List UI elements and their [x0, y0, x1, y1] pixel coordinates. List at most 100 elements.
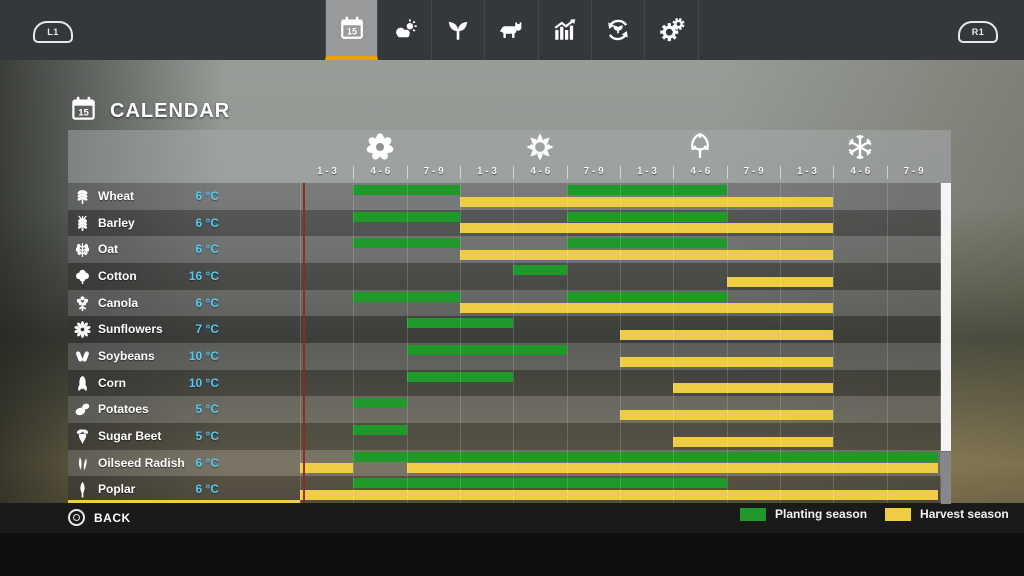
autumn-leaf-icon	[685, 132, 715, 162]
planting-season-swatch	[740, 507, 766, 521]
month-label: 1 - 3	[476, 166, 497, 177]
scrollbar-track[interactable]	[940, 183, 951, 505]
planting-bar	[353, 425, 407, 436]
left-shoulder-button[interactable]: L1	[33, 21, 73, 43]
back-button[interactable]: BACK	[68, 509, 131, 526]
tab-animals[interactable]	[485, 0, 539, 60]
grid-column-line	[353, 183, 355, 504]
crop-name: Corn	[98, 375, 126, 390]
nav-tabs: 15	[325, 0, 699, 60]
crop-temp: 6 °C	[195, 215, 219, 230]
planting-bar	[353, 478, 727, 489]
grid-column-line	[459, 183, 461, 504]
crop-temp: 6 °C	[195, 242, 219, 257]
month-tick-divider	[459, 166, 461, 179]
summer-sun-icon	[525, 132, 555, 162]
grid-column-line	[886, 183, 888, 504]
month-tick-divider	[353, 166, 355, 179]
crop-name: Wheat	[98, 189, 134, 203]
tab-statistics[interactable]	[539, 0, 592, 60]
month-label: 4 - 6	[690, 166, 711, 177]
harvest-bar	[406, 463, 938, 474]
planting-bar	[353, 211, 460, 222]
grid-column-line	[726, 183, 728, 504]
calendar-icon: 15	[70, 95, 97, 127]
month-label: 1 - 3	[796, 166, 817, 177]
planting-bar	[353, 398, 407, 409]
planting-bar	[353, 238, 460, 249]
chart-legend: Planting season Harvest season	[740, 507, 1024, 521]
planting-bar	[566, 238, 727, 249]
svg-text:15: 15	[78, 107, 89, 118]
scrollbar-thumb[interactable]	[940, 451, 951, 505]
circle-button-icon	[68, 509, 85, 526]
harvest-bar	[459, 223, 834, 234]
sprout-icon	[445, 17, 471, 43]
crop-name: Soybeans	[98, 349, 155, 364]
planting-bar	[406, 371, 514, 382]
harvest-bar	[726, 276, 834, 287]
harvest-bar	[300, 489, 938, 500]
spring-flower-icon	[365, 132, 395, 162]
tab-crops[interactable]	[432, 0, 486, 60]
harvest-bar	[459, 303, 834, 314]
month-tick-divider	[833, 166, 835, 179]
tab-settings[interactable]	[645, 0, 699, 60]
calendar-icon: 15	[339, 15, 365, 41]
page-title: CALENDAR	[110, 99, 231, 122]
crop-name: Oat	[98, 242, 119, 257]
potato-icon	[74, 401, 91, 418]
crop-temp: 7 °C	[195, 322, 219, 337]
crop-temp: 6 °C	[195, 189, 219, 203]
sugarbeet-icon	[74, 428, 91, 445]
harvest-season-swatch	[885, 507, 912, 521]
barley-icon	[74, 215, 91, 232]
month-tick-divider	[886, 166, 888, 179]
soybean-icon	[74, 348, 91, 365]
winter-snowflake-icon	[845, 132, 875, 162]
month-tick-divider	[619, 166, 621, 179]
harvest-bar	[459, 249, 834, 260]
crop-name: Potatoes	[98, 402, 149, 417]
crop-temp: 6 °C	[195, 482, 219, 497]
poplar-icon	[74, 481, 91, 498]
tab-weather[interactable]	[378, 0, 432, 60]
month-tick-divider	[726, 166, 728, 179]
month-label: 7 - 9	[583, 166, 604, 177]
crop-name: Cotton	[98, 269, 137, 283]
tab-crop-rotation[interactable]	[592, 0, 646, 60]
month-tick-divider	[566, 166, 568, 179]
planting-bar	[566, 291, 727, 302]
month-label: 7 - 9	[743, 166, 764, 177]
grid-column-line	[939, 183, 941, 504]
harvest-bar	[300, 463, 354, 474]
grid-column-line	[673, 183, 675, 504]
right-shoulder-button[interactable]: R1	[958, 21, 998, 43]
planting-bar	[566, 185, 727, 195]
wheat-icon	[74, 188, 91, 205]
planting-bar	[353, 451, 938, 462]
planting-season-label: Planting season	[775, 507, 868, 521]
crop-temp: 6 °C	[195, 455, 219, 470]
grid-column-line	[833, 183, 835, 504]
footer-strip	[0, 503, 1024, 533]
tab-calendar[interactable]: 15	[325, 0, 379, 60]
harvest-bar	[673, 383, 834, 394]
grid-column-line	[300, 183, 301, 504]
cotton-icon	[74, 268, 91, 285]
harvest-bar	[459, 196, 834, 207]
month-label: 4 - 6	[530, 166, 551, 177]
crop-name: Poplar	[98, 482, 136, 497]
planting-bar	[406, 345, 567, 356]
name-column-underline	[68, 500, 300, 504]
crop-temp: 16 °C	[188, 269, 219, 283]
corn-icon	[74, 375, 91, 392]
chart-icon	[552, 17, 578, 43]
crop-name: Barley	[98, 215, 135, 230]
crop-name: Sugar Beet	[98, 429, 162, 444]
month-label: 1 - 3	[636, 166, 657, 177]
crop-temp: 5 °C	[195, 402, 219, 417]
rotation-icon	[605, 17, 631, 43]
grid-column-line	[406, 183, 408, 504]
crop-name: Sunflowers	[98, 322, 163, 337]
